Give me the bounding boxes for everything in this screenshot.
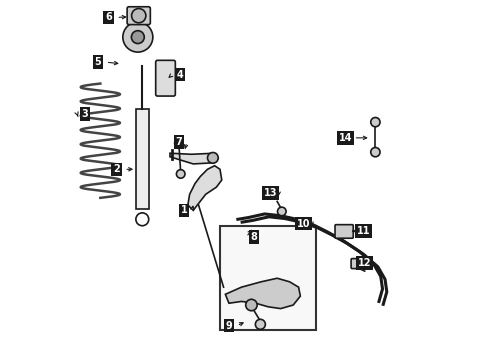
Text: 8: 8 [250,232,257,242]
Circle shape [371,117,380,127]
Text: 13: 13 [264,188,277,198]
Polygon shape [225,278,300,309]
FancyBboxPatch shape [127,7,150,24]
Text: 6: 6 [105,13,112,22]
FancyBboxPatch shape [156,60,175,96]
Circle shape [174,139,183,148]
Text: 9: 9 [225,321,232,331]
Circle shape [245,299,257,311]
Text: 7: 7 [175,137,182,147]
Text: 2: 2 [113,164,120,174]
Circle shape [277,207,286,216]
Circle shape [255,319,266,329]
Text: 1: 1 [181,205,188,215]
Circle shape [371,148,380,157]
Polygon shape [188,166,222,210]
Text: 5: 5 [95,57,101,67]
Text: 12: 12 [358,258,371,268]
FancyBboxPatch shape [220,226,317,330]
Circle shape [131,31,144,44]
Text: 11: 11 [357,226,370,236]
Polygon shape [170,153,218,164]
FancyBboxPatch shape [335,225,353,238]
FancyBboxPatch shape [136,109,148,208]
Text: 14: 14 [339,133,352,143]
Circle shape [123,22,153,52]
Text: 4: 4 [176,69,183,80]
Text: 3: 3 [82,109,88,119]
Text: 10: 10 [297,219,311,229]
Circle shape [132,9,146,23]
Circle shape [176,170,185,178]
FancyBboxPatch shape [351,258,363,269]
Circle shape [207,153,218,163]
